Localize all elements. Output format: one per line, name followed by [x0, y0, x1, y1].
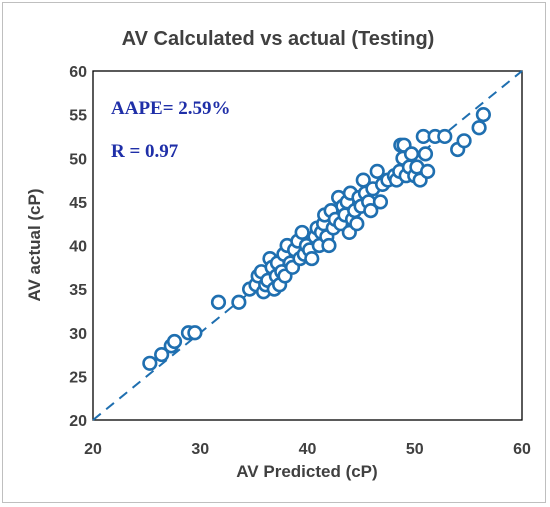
y-tick-label: 25 [69, 369, 87, 386]
x-tick-label: 50 [406, 441, 424, 458]
y-tick-label: 40 [69, 239, 87, 256]
y-tick-labels: 20 25 30 35 40 45 50 55 60 [69, 64, 87, 430]
data-point [321, 237, 337, 254]
x-tick-label: 30 [191, 441, 209, 458]
data-point [294, 224, 310, 241]
y-tick-label: 55 [69, 108, 87, 125]
aape-annotation: AAPE= 2.59% [111, 98, 231, 119]
data-point [166, 333, 183, 350]
x-tick-label: 40 [299, 441, 317, 458]
data-point [349, 216, 365, 232]
data-point [210, 294, 227, 310]
data-point [471, 120, 487, 136]
data-point [475, 107, 491, 123]
data-point [372, 194, 389, 210]
chart-title: AV Calculated vs actual (Testing) [122, 28, 435, 50]
y-tick-label: 60 [69, 64, 87, 81]
data-points [142, 107, 491, 371]
scatter-chart: AV Calculated vs actual (Testing) 20 25 30… [25, 28, 531, 481]
x-tick-label: 20 [84, 441, 102, 458]
x-tick-labels: 20 30 40 50 60 [84, 441, 531, 458]
plot-area [92, 70, 523, 421]
data-point [456, 133, 472, 149]
y-tick-label: 35 [69, 282, 87, 299]
data-point [437, 128, 453, 145]
r-annotation: R = 0.97 [111, 141, 179, 162]
y-tick-label: 45 [69, 195, 87, 212]
data-point [187, 325, 203, 341]
y-tick-label: 20 [69, 413, 87, 430]
data-point [154, 346, 170, 363]
data-point [420, 163, 436, 179]
data-point [417, 146, 434, 162]
data-point [231, 294, 247, 310]
data-point [369, 163, 385, 179]
data-point [142, 355, 158, 371]
chart-frame: AV Calculated vs actual (Testing) 20 25 30… [2, 2, 546, 503]
x-tick-label: 60 [513, 441, 531, 458]
x-axis-title: AV Predicted (cP) [236, 462, 377, 481]
y-tick-label: 50 [69, 151, 87, 168]
y-tick-label: 30 [69, 326, 87, 343]
data-point [304, 250, 320, 267]
data-point [363, 203, 379, 219]
data-point [403, 146, 420, 162]
y-axis-title: AV actual (cP) [25, 188, 44, 301]
